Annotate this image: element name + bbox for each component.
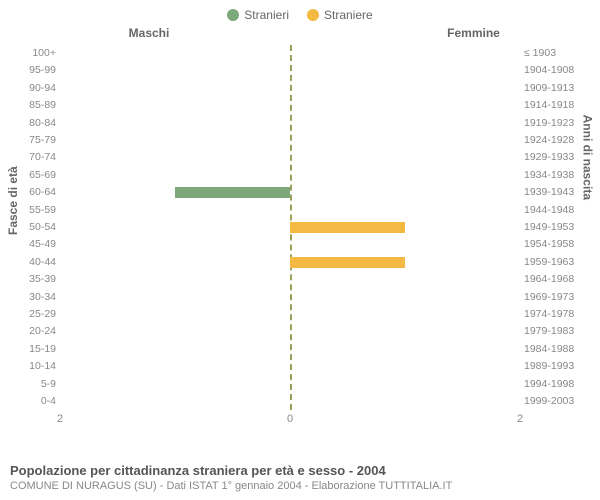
chart-row: 80-841919-1923 xyxy=(60,115,520,132)
legend-swatch-female xyxy=(307,9,319,21)
age-tick: 80-84 xyxy=(26,117,56,129)
birth-year-tick: 1999-2003 xyxy=(524,395,590,407)
chart-row: 70-741929-1933 xyxy=(60,149,520,166)
chart-row: 45-491954-1958 xyxy=(60,236,520,253)
birth-year-tick: 1914-1918 xyxy=(524,99,590,111)
birth-year-tick: 1904-1908 xyxy=(524,64,590,76)
birth-year-tick: 1984-1988 xyxy=(524,343,590,355)
footer-subtitle: COMUNE DI NURAGUS (SU) - Dati ISTAT 1° g… xyxy=(10,480,590,492)
x-axis-tick: 2 xyxy=(517,413,523,425)
plot-area: 100+≤ 190395-991904-190890-941909-191385… xyxy=(0,40,600,440)
chart-row: 55-591944-1948 xyxy=(60,202,520,219)
age-tick: 15-19 xyxy=(26,343,56,355)
birth-year-tick: 1974-1978 xyxy=(524,308,590,320)
birth-year-tick: 1919-1923 xyxy=(524,117,590,129)
header-female: Femmine xyxy=(347,26,600,40)
age-tick: 40-44 xyxy=(26,256,56,268)
birth-year-tick: 1994-1998 xyxy=(524,378,590,390)
x-axis-tick: 0 xyxy=(287,413,293,425)
legend-label-male: Stranieri xyxy=(244,8,289,22)
chart-row: 5-91994-1998 xyxy=(60,376,520,393)
bar-female xyxy=(290,257,405,268)
legend-label-female: Straniere xyxy=(324,8,373,22)
chart-row: 85-891914-1918 xyxy=(60,97,520,114)
chart-row: 35-391964-1968 xyxy=(60,271,520,288)
x-axis: 2 0 2 xyxy=(60,413,520,428)
age-tick: 20-24 xyxy=(26,325,56,337)
column-headers: Maschi Femmine xyxy=(0,26,600,40)
age-tick: 55-59 xyxy=(26,204,56,216)
footer-title: Popolazione per cittadinanza straniera p… xyxy=(10,463,590,478)
chart-row: 10-141989-1993 xyxy=(60,358,520,375)
birth-year-tick: 1954-1958 xyxy=(524,238,590,250)
age-tick: 85-89 xyxy=(26,99,56,111)
chart-row: 15-191984-1988 xyxy=(60,341,520,358)
legend-item-female: Straniere xyxy=(307,8,373,22)
age-tick: 0-4 xyxy=(26,395,56,407)
age-tick: 50-54 xyxy=(26,221,56,233)
age-tick: 100+ xyxy=(26,47,56,59)
chart-row: 95-991904-1908 xyxy=(60,62,520,79)
age-tick: 25-29 xyxy=(26,308,56,320)
grid-area: 100+≤ 190395-991904-190890-941909-191385… xyxy=(60,45,520,410)
legend: Stranieri Straniere xyxy=(0,0,600,26)
population-pyramid-chart: Stranieri Straniere Maschi Femmine Fasce… xyxy=(0,0,600,500)
chart-row: 40-441959-1963 xyxy=(60,254,520,271)
age-tick: 95-99 xyxy=(26,64,56,76)
chart-row: 60-641939-1943 xyxy=(60,184,520,201)
age-tick: 30-34 xyxy=(26,291,56,303)
chart-row: 0-41999-2003 xyxy=(60,393,520,410)
legend-item-male: Stranieri xyxy=(227,8,289,22)
birth-year-tick: 1964-1968 xyxy=(524,273,590,285)
age-tick: 90-94 xyxy=(26,82,56,94)
birth-year-tick: 1969-1973 xyxy=(524,291,590,303)
age-tick: 65-69 xyxy=(26,169,56,181)
chart-row: 100+≤ 1903 xyxy=(60,45,520,62)
birth-year-tick: 1944-1948 xyxy=(524,204,590,216)
age-tick: 35-39 xyxy=(26,273,56,285)
birth-year-tick: 1909-1913 xyxy=(524,82,590,94)
age-tick: 5-9 xyxy=(26,378,56,390)
age-tick: 10-14 xyxy=(26,360,56,372)
birth-year-tick: ≤ 1903 xyxy=(524,47,590,59)
legend-swatch-male xyxy=(227,9,239,21)
birth-year-tick: 1979-1983 xyxy=(524,325,590,337)
age-tick: 70-74 xyxy=(26,151,56,163)
bar-male xyxy=(175,187,290,198)
chart-row: 50-541949-1953 xyxy=(60,219,520,236)
birth-year-tick: 1989-1993 xyxy=(524,360,590,372)
age-tick: 75-79 xyxy=(26,134,56,146)
birth-year-tick: 1959-1963 xyxy=(524,256,590,268)
birth-year-tick: 1949-1953 xyxy=(524,221,590,233)
chart-row: 90-941909-1913 xyxy=(60,80,520,97)
birth-year-tick: 1924-1928 xyxy=(524,134,590,146)
x-axis-tick: 2 xyxy=(57,413,63,425)
chart-row: 75-791924-1928 xyxy=(60,132,520,149)
header-male: Maschi xyxy=(0,26,253,40)
chart-row: 20-241979-1983 xyxy=(60,323,520,340)
age-tick: 60-64 xyxy=(26,186,56,198)
chart-row: 65-691934-1938 xyxy=(60,167,520,184)
bar-female xyxy=(290,222,405,233)
birth-year-tick: 1939-1943 xyxy=(524,186,590,198)
chart-row: 25-291974-1978 xyxy=(60,306,520,323)
birth-year-tick: 1934-1938 xyxy=(524,169,590,181)
chart-row: 30-341969-1973 xyxy=(60,289,520,306)
age-tick: 45-49 xyxy=(26,238,56,250)
birth-year-tick: 1929-1933 xyxy=(524,151,590,163)
chart-footer: Popolazione per cittadinanza straniera p… xyxy=(10,463,590,492)
